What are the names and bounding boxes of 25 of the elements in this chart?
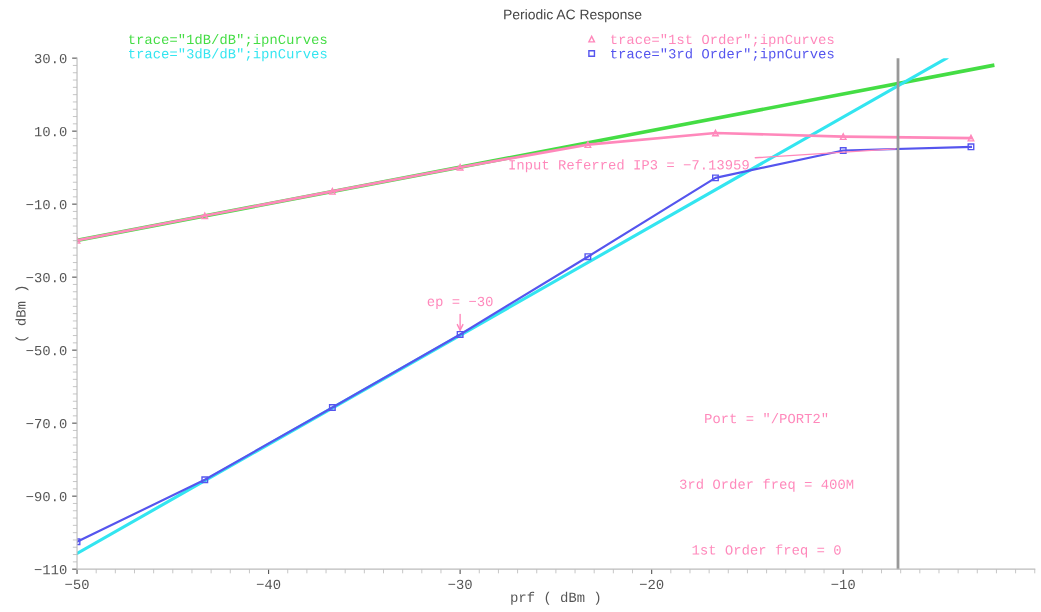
annotation: Port = "/PORT2"	[705, 413, 828, 424]
y-tick-label: −70.0	[26, 418, 67, 429]
y-tick-label: −90.0	[26, 491, 67, 502]
x-tick-label: −50	[65, 579, 89, 590]
x-axis-title: prf ( dBm )	[511, 591, 600, 605]
y-axis-title: ( dBm )	[15, 286, 29, 341]
x-tick-label: −20	[639, 579, 664, 590]
x-tick-label: −10	[831, 579, 855, 590]
annotation: 1st Order freq = 0	[692, 544, 841, 558]
y-tick-label: 10.0	[34, 126, 67, 137]
chart-title: Periodic AC Response	[504, 9, 642, 23]
annotation: ep = −30	[427, 296, 493, 309]
annotation: 3rd Order freq = 400M	[679, 478, 854, 492]
y-tick-label: −110	[34, 564, 67, 575]
text: trace="1dB/dB";ipnCurves	[129, 33, 327, 47]
annotation: Input Referred IP3 = −7.13959	[509, 159, 749, 173]
y-tick-label: 30.0	[34, 53, 67, 64]
y-tick-label: −30.0	[26, 272, 67, 283]
legend-label: trace="1st Order";ipnCurves	[611, 33, 834, 47]
legend-label: trace="3rd Order";ipnCurves	[611, 48, 834, 62]
y-tick-label: −50.0	[26, 345, 67, 356]
text: trace="3dB/dB";ipnCurves	[129, 48, 327, 62]
x-tick-label: −30	[448, 579, 472, 590]
x-tick-label: −40	[256, 579, 281, 590]
y-tick-label: −10.0	[26, 199, 67, 210]
